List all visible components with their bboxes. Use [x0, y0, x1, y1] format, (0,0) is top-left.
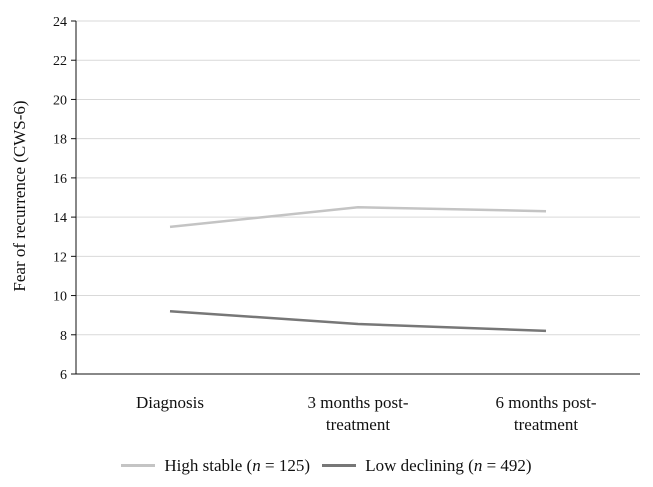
legend-label-high-stable: High stable (n = 125)	[164, 456, 310, 476]
y-tick-label: 18	[53, 133, 67, 148]
y-tick-label: 12	[53, 250, 67, 265]
line-chart: 6 8 10 12 14 16 18 20 22 24 Diagnosis 3 months pos…	[0, 0, 653, 445]
legend-swatch-high-stable	[121, 464, 155, 467]
legend-item-low-declining: Low declining (n = 492)	[322, 456, 531, 476]
legend-swatch-low-declining	[322, 464, 356, 467]
x-category-label-line: 3 months post-	[307, 393, 408, 412]
x-category-label: Diagnosis	[136, 393, 204, 412]
x-category-label: 3 months post-treatment	[307, 393, 408, 434]
y-axis-label: Fear of recurrence (CWS-6)	[10, 100, 29, 291]
x-category-label-line: 6 months post-	[495, 393, 596, 412]
x-category-label: 6 months post-treatment	[495, 393, 596, 434]
legend-label-low-declining: Low declining (n = 492)	[365, 456, 531, 476]
series-lines	[170, 207, 546, 331]
series-line-low-declining	[170, 311, 546, 331]
y-tick-label: 16	[53, 172, 67, 187]
legend-item-high-stable: High stable (n = 125)	[121, 456, 310, 476]
axes	[71, 21, 640, 374]
y-tick-labels: 6 8 10 12 14 16 18 20 22 24	[53, 15, 67, 383]
y-tick-label: 14	[53, 211, 67, 226]
y-tick-label: 20	[53, 93, 67, 108]
gridlines	[76, 21, 640, 335]
legend: High stable (n = 125) Low declining (n =…	[0, 452, 653, 476]
y-tick-label: 10	[53, 290, 67, 305]
x-category-label-line: treatment	[514, 415, 578, 434]
y-tick-label: 22	[53, 54, 67, 69]
x-category-label-line: Diagnosis	[136, 393, 204, 412]
y-tick-label: 8	[60, 329, 67, 344]
x-category-label-line: treatment	[326, 415, 390, 434]
y-tick-label: 6	[60, 368, 67, 383]
y-tick-label: 24	[53, 15, 67, 30]
